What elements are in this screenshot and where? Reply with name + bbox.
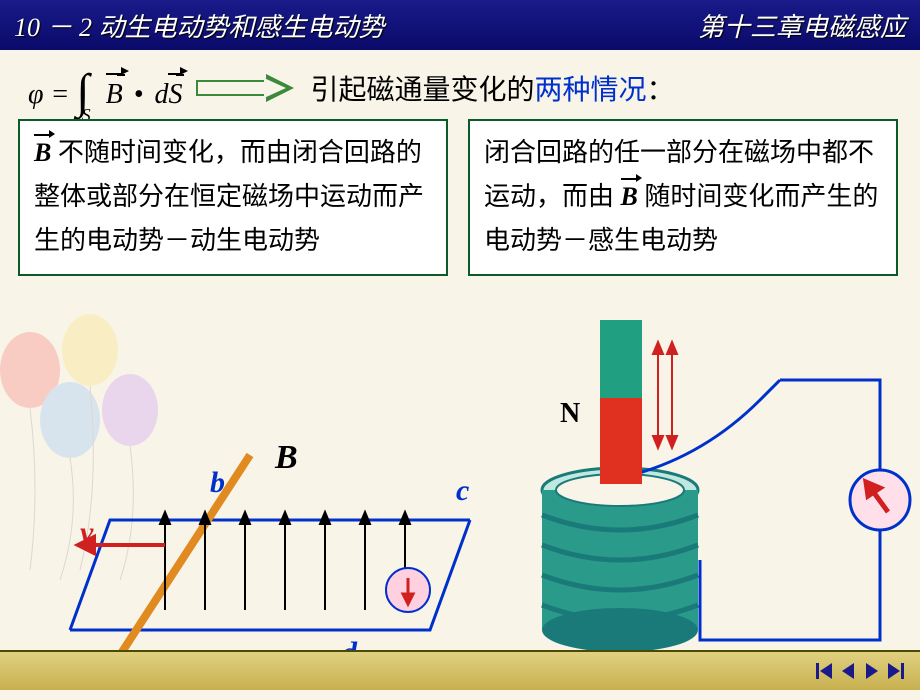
B-vec-inline-2: B xyxy=(621,182,638,211)
B-vec-inline: B xyxy=(34,138,51,167)
nav-prev-icon[interactable] xyxy=(838,661,858,681)
b-label: b xyxy=(210,466,225,499)
flux-formula: φ = ∫S B • dS xyxy=(28,60,182,115)
content-area: φ = ∫S B • dS 引起磁通量变化的两种情况： B 不随时间变化，而由闭… xyxy=(0,50,920,650)
slide-header: 10 － 2 动生电动势和感生电动势 第十三章电磁感应 xyxy=(0,0,920,50)
chapter-title: 第十三章电磁感应 xyxy=(698,7,906,44)
B-label: B xyxy=(274,439,298,476)
footer-nav xyxy=(0,650,920,690)
N-label: N xyxy=(560,398,580,429)
text-boxes: B 不随时间变化，而由闭合回路的整体或部分在恒定磁场中运动而产生的电动势－动生电… xyxy=(0,119,920,276)
motional-emf-box: B 不随时间变化，而由闭合回路的整体或部分在恒定磁场中运动而产生的电动势－动生电… xyxy=(18,119,448,276)
nav-next-icon[interactable] xyxy=(862,661,882,681)
section-title: 10 － 2 动生电动势和感生电动势 xyxy=(14,7,698,44)
induced-emf-box: 闭合回路的任一部分在磁场中都不运动，而由 B 随时间变化而产生的电动势－感生电动… xyxy=(468,119,898,276)
v-label: v xyxy=(80,516,94,549)
caption: 引起磁通量变化的两种情况： xyxy=(310,68,674,108)
c-label: c xyxy=(456,474,469,507)
diagrams: v B b c a d xyxy=(0,380,920,680)
dot: • xyxy=(130,79,148,110)
equals: = xyxy=(51,79,70,110)
implies-arrow xyxy=(196,76,296,100)
phi: φ xyxy=(28,79,44,110)
box-left-text: 不随时间变化，而由闭合回路的整体或部分在恒定磁场中运动而产生的电动势－动生电动势 xyxy=(34,138,424,255)
nav-first-icon[interactable] xyxy=(814,661,834,681)
formula-row: φ = ∫S B • dS 引起磁通量变化的两种情况： xyxy=(0,50,920,119)
d: d xyxy=(154,79,168,110)
B-vector: B xyxy=(106,79,123,111)
induced-emf-diagram: N xyxy=(500,320,920,680)
S-vector: S xyxy=(168,79,182,111)
nav-last-icon[interactable] xyxy=(886,661,906,681)
